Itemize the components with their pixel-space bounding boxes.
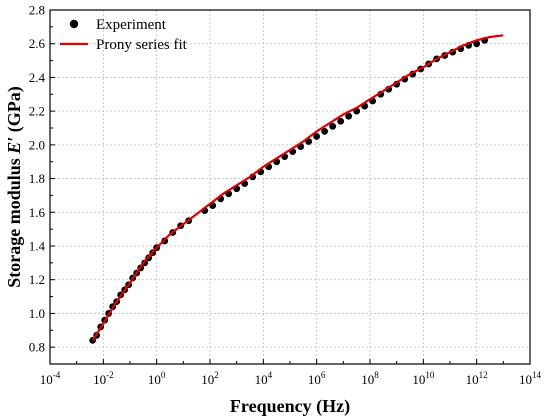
x-tick-label: 108: [361, 370, 379, 387]
y-tick-label: 1.6: [29, 205, 46, 220]
legend-label-experiment: Experiment: [96, 17, 167, 33]
x-tick-label: 1012: [466, 370, 488, 387]
y-tick-label: 0.8: [29, 340, 45, 355]
y-axis-title-unit: (GPa): [4, 86, 25, 136]
x-tick-label: 102: [201, 370, 219, 387]
legend-marker-experiment: [69, 19, 79, 29]
x-tick-label: 104: [255, 370, 273, 387]
experiment-point: [321, 127, 329, 135]
experiment-point: [329, 122, 337, 130]
x-tick-label: 10-4: [40, 370, 61, 387]
y-tick-label: 2.6: [29, 36, 46, 51]
x-tick-label: 1014: [519, 370, 542, 387]
x-axis-ticks: 10-4 10-2 100 102 104 106 108 1010 1012 1014: [40, 359, 542, 387]
y-tick-label: 1.4: [29, 239, 46, 254]
prony-fit-line: [91, 34, 504, 341]
y-tick-label: 2.8: [29, 3, 45, 18]
x-axis-title: Frequency (Hz): [230, 396, 350, 417]
x-tick-label: 106: [308, 370, 326, 387]
y-tick-label: 2.2: [29, 104, 45, 119]
y-tick-label: 1.8: [29, 171, 45, 186]
legend: Experiment Prony series fit: [60, 17, 188, 53]
y-tick-label: 2.0: [29, 137, 45, 152]
x-tick-label: 10-2: [93, 370, 114, 387]
experiment-point: [313, 133, 321, 140]
y-axis-title: Storage modulus E′ (GPa): [4, 86, 25, 288]
plot-frame: [49, 9, 531, 365]
y-axis-title-main: Storage modulus: [4, 154, 24, 288]
experiment-point: [337, 117, 345, 125]
y-tick-label: 1.2: [29, 272, 45, 287]
y-axis-ticks: 0.8 1.0 1.2 1.4 1.6 1.8 2.0 2.2 2.4 2.6 2.8: [29, 3, 55, 355]
experiment-point: [345, 112, 353, 120]
y-axis-title-symbol: E′: [4, 137, 24, 155]
grid: [50, 10, 530, 364]
x-tick-label: 100: [148, 370, 166, 387]
y-tick-label: 2.4: [29, 70, 46, 85]
series-layer: [89, 34, 504, 344]
y-tick-label: 1.0: [29, 306, 45, 321]
legend-label-prony-fit: Prony series fit: [96, 37, 188, 53]
x-tick-label: 1010: [412, 370, 435, 387]
